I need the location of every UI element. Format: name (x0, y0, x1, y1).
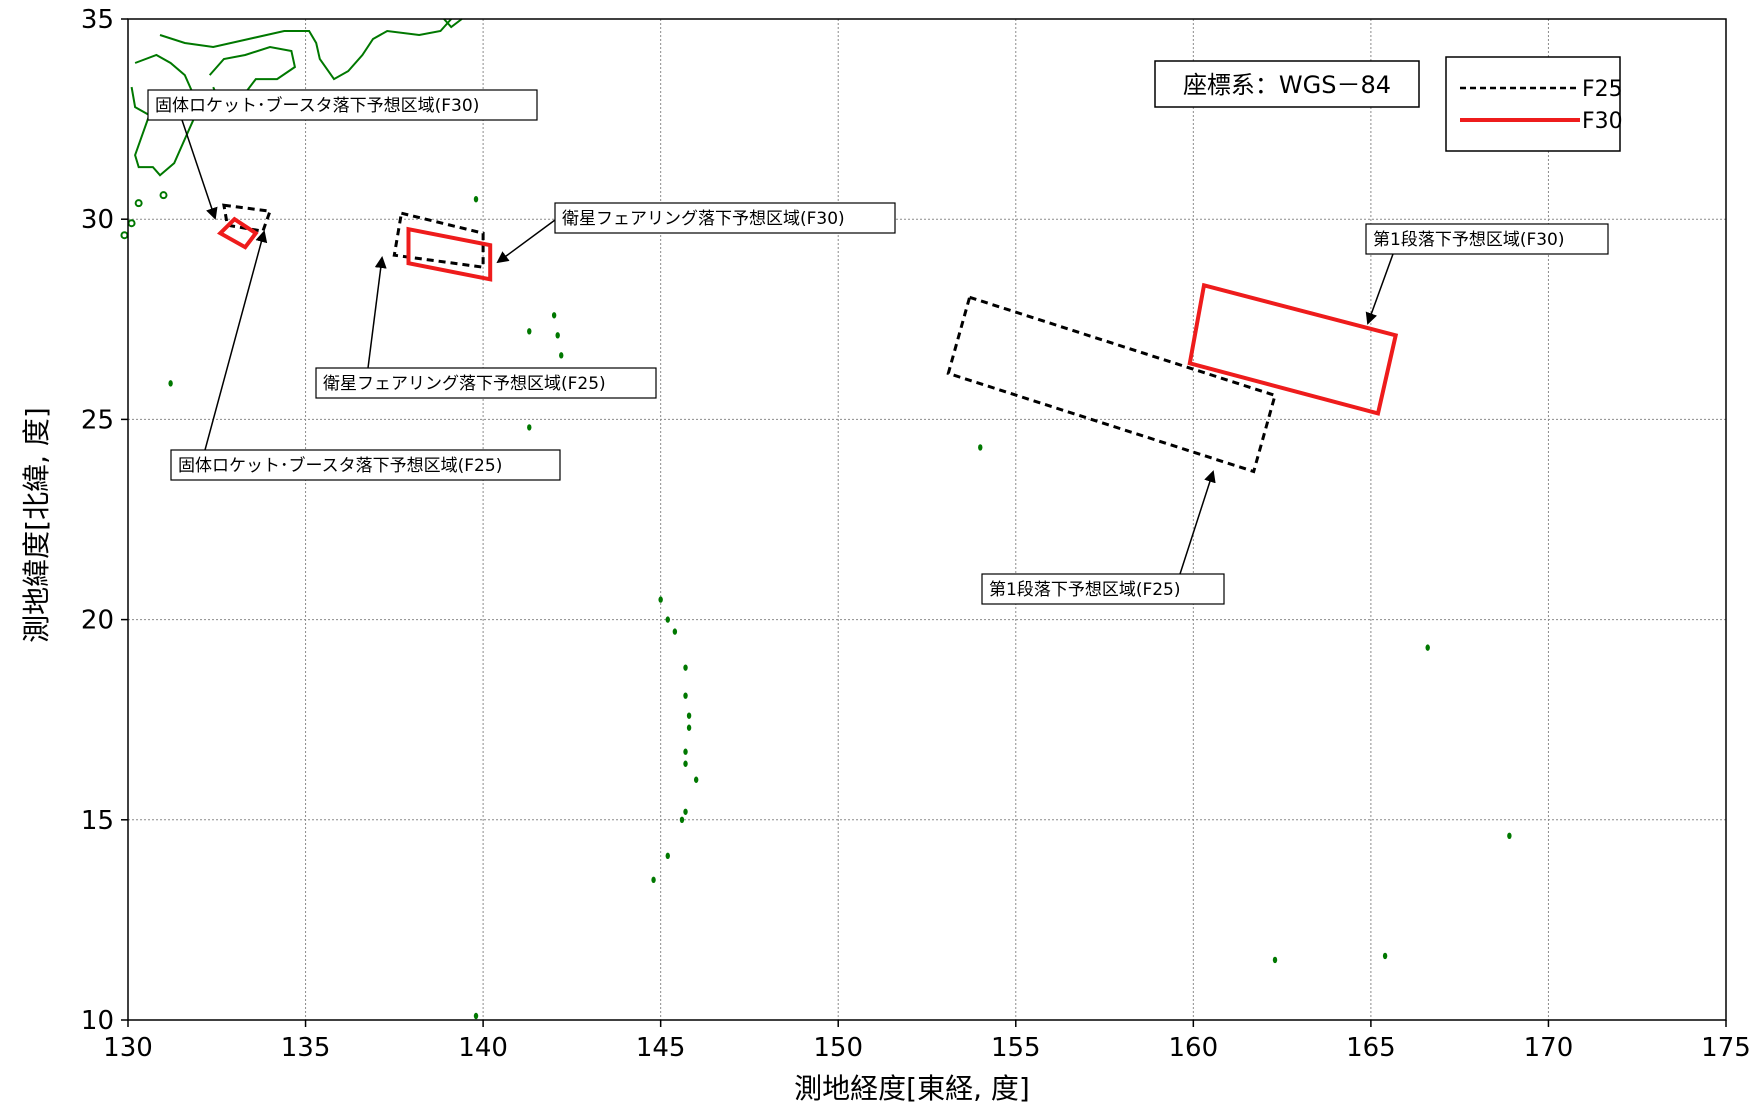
island-dot (551, 312, 557, 319)
island-dot (1425, 644, 1430, 651)
callout-fairing-f30-arrow (496, 219, 556, 264)
zone-stage1-f25 (946, 295, 1277, 474)
callout-fairing-f25-label: 衛星フェアリング落下予想区域(F25) (323, 374, 606, 394)
coastline-segment (130, 53, 197, 177)
callout-stage1-f30: 第1段落下予想区域(F30) (1365, 223, 1609, 325)
x-tick-label-135: 135 (281, 1033, 331, 1063)
island-dot (683, 748, 688, 755)
callout-stage1-f30-arrow (1365, 253, 1394, 325)
callout-fairing-f25-arrow (367, 256, 387, 369)
island-dot (168, 380, 173, 387)
x-tick-label-145: 145 (636, 1033, 686, 1063)
zone-stage1-f30 (1187, 282, 1399, 416)
x-tick-label-130: 130 (103, 1033, 153, 1063)
island-dot (473, 1012, 479, 1020)
callout-fairing-f30: 衛星フェアリング落下予想区域(F30) (496, 202, 896, 264)
island-dot (665, 616, 670, 623)
x-tick-label-140: 140 (458, 1033, 508, 1063)
island (159, 191, 168, 200)
coastline-segment (443, 18, 463, 29)
y-tick-label-10: 10 (81, 1006, 114, 1036)
island-dot (1382, 952, 1388, 960)
fall-zones (217, 203, 1399, 474)
y-axis-label: 測地緯度[北緯, 度] (20, 407, 53, 643)
grid-lines (128, 19, 1726, 1020)
callout-stage1-f25-arrow (1179, 470, 1216, 575)
island-dot (651, 876, 656, 884)
island-dot (555, 332, 560, 339)
legend-label-f25: F25 (1582, 77, 1623, 102)
island-dot (665, 852, 670, 860)
callout-stage1-f25-label: 第1段落下予想区域(F25) (989, 580, 1181, 600)
coordinate-system-label: 座標系：WGS－84 (1183, 71, 1391, 99)
callout-booster-f25-arrow (204, 230, 268, 451)
island-dot (1507, 832, 1512, 840)
island-dot (527, 328, 532, 335)
callout-fairing-f25: 衛星フェアリング落下予想区域(F25) (315, 256, 657, 399)
island-dot (527, 424, 532, 431)
island-dot (683, 808, 688, 815)
island-dot (683, 692, 688, 699)
island-dot (686, 724, 692, 731)
island-dot (683, 760, 688, 767)
plot-area-border (127, 18, 1727, 1021)
x-tick-label-150: 150 (813, 1033, 863, 1063)
legend-label-f30: F30 (1582, 109, 1623, 134)
y-tick-label-30: 30 (81, 205, 114, 235)
x-tick-label-170: 170 (1524, 1033, 1574, 1063)
island-dot (1272, 956, 1278, 964)
island-dot (473, 195, 479, 203)
zone-fairing-f25 (392, 211, 485, 269)
island-dot (658, 596, 663, 603)
axis-ticks: 130 135 140 145 150 155 160 165 170 175 10 15 20 25 30… (81, 5, 1751, 1063)
y-tick-label-25: 25 (81, 405, 114, 435)
callout-stage1-f25: 第1段落下予想区域(F25) (981, 470, 1225, 605)
callout-booster-f30-arrow (181, 119, 218, 220)
plot-frame (127, 18, 1727, 1021)
y-tick-label-35: 35 (81, 5, 114, 35)
zone-booster-f25 (222, 203, 273, 233)
callout-fairing-f30-label: 衛星フェアリング落下予想区域(F30) (562, 209, 845, 229)
y-tick-label-20: 20 (81, 606, 114, 636)
islands (168, 195, 1512, 1020)
zone-fairing-f30 (406, 226, 493, 282)
island-dot (559, 352, 564, 359)
y-tick-label-15: 15 (81, 806, 114, 836)
x-axis-label: 測地経度[東経, 度] (794, 1072, 1030, 1105)
callout-booster-f30-label: 固体ロケット･ブースタ落下予想区域(F30) (155, 95, 479, 116)
island-dot (693, 776, 699, 783)
coastline-segment (159, 18, 452, 81)
island-dot (686, 712, 692, 719)
callouts: 固体ロケット･ブースタ落下予想区域(F30) 衛星フェアリング落下予想区域(F3… (147, 89, 1609, 605)
coordinate-system-box: 座標系：WGS－84 (1154, 60, 1420, 108)
island-dot (683, 664, 688, 671)
callout-booster-f25: 固体ロケット･ブースタ落下予想区域(F25) (170, 230, 561, 481)
x-tick-label-160: 160 (1169, 1033, 1219, 1063)
callout-stage1-f30-label: 第1段落下予想区域(F30) (1373, 230, 1565, 250)
island-dot (679, 816, 685, 823)
x-tick-label-165: 165 (1346, 1033, 1396, 1063)
x-tick-label-155: 155 (991, 1033, 1041, 1063)
callout-booster-f25-label: 固体ロケット･ブースタ落下予想区域(F25) (178, 455, 502, 476)
callout-booster-f30: 固体ロケット･ブースタ落下予想区域(F30) (147, 89, 538, 220)
legend: F25 F30 (1445, 56, 1623, 152)
island (134, 199, 143, 208)
island-dot (978, 444, 983, 451)
x-tick-label-175: 175 (1701, 1033, 1751, 1063)
island-dot (672, 628, 678, 635)
